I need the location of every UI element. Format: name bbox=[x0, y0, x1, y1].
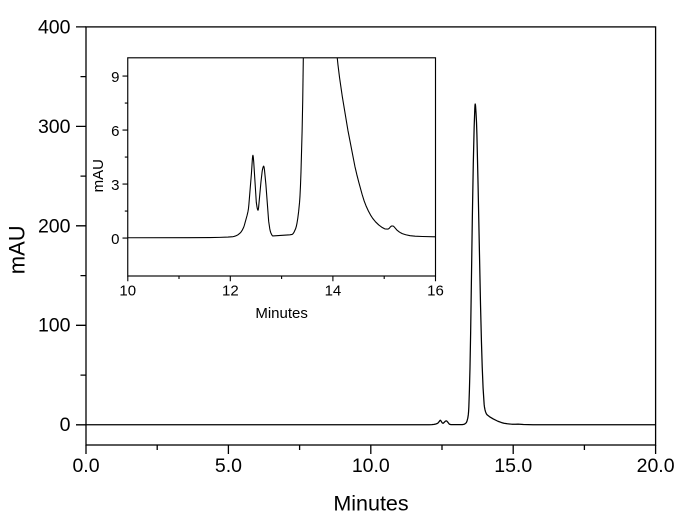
svg-text:Minutes: Minutes bbox=[255, 305, 308, 322]
svg-text:100: 100 bbox=[38, 315, 71, 337]
svg-text:20.0: 20.0 bbox=[637, 455, 675, 477]
svg-text:Minutes: Minutes bbox=[333, 491, 408, 515]
svg-text:400: 400 bbox=[38, 16, 71, 38]
svg-text:300: 300 bbox=[38, 116, 71, 138]
svg-text:mAU: mAU bbox=[4, 225, 29, 274]
svg-text:mAU: mAU bbox=[90, 159, 107, 192]
svg-text:9: 9 bbox=[111, 69, 119, 86]
svg-text:6: 6 bbox=[111, 123, 119, 140]
svg-text:200: 200 bbox=[38, 215, 71, 237]
svg-text:10.0: 10.0 bbox=[352, 455, 390, 477]
svg-text:16: 16 bbox=[427, 283, 444, 300]
svg-text:10: 10 bbox=[119, 283, 136, 300]
svg-text:14: 14 bbox=[325, 283, 342, 300]
svg-text:0.0: 0.0 bbox=[72, 455, 99, 477]
svg-text:15.0: 15.0 bbox=[494, 455, 532, 477]
svg-text:5.0: 5.0 bbox=[215, 455, 242, 477]
svg-text:3: 3 bbox=[111, 177, 119, 194]
svg-text:0: 0 bbox=[60, 414, 71, 436]
svg-text:12: 12 bbox=[222, 283, 239, 300]
svg-text:0: 0 bbox=[111, 231, 119, 248]
